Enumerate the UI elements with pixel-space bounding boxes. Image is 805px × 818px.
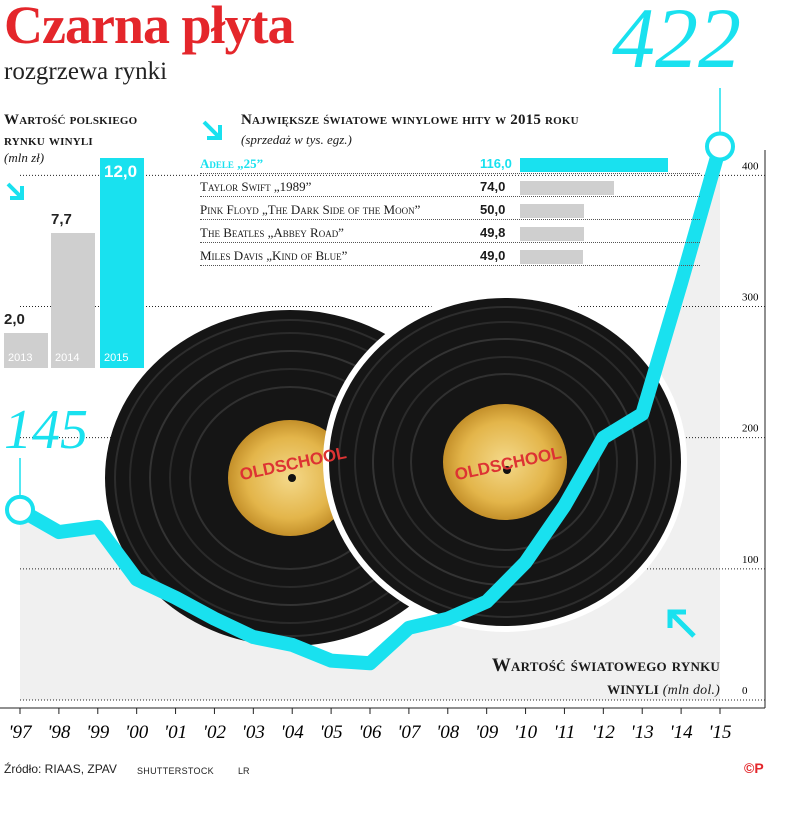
hit-value: 116,0 <box>480 156 512 171</box>
x-tick-label: '02 <box>203 722 227 743</box>
hit-row: Adele „25” 116,0 <box>200 155 700 175</box>
hits-chart-unit: (sprzedaż w tys. egz.) <box>241 132 352 147</box>
arrow-up-left-icon <box>667 609 696 638</box>
pl-bar-value: 12,0 <box>104 162 138 181</box>
pl-bar-year: 2013 <box>8 352 33 364</box>
hit-title: Pink Floyd „The Dark Side of the Moon” <box>200 202 421 217</box>
pl-chart-unit: (mln zł) <box>4 150 45 165</box>
hits-chart-title: Największe światowe winylowe hity w 2015… <box>241 112 579 128</box>
publisher-logo: ©P <box>744 760 764 776</box>
world-chart-title: Wartość światowego rynku winyli (mln dol… <box>470 655 720 702</box>
x-tick-label: '10 <box>514 722 538 743</box>
y-tick-label: 0 <box>742 685 748 697</box>
hit-bar <box>520 250 583 264</box>
source-note: Źródło: RIAAS, ZPAV <box>4 762 117 776</box>
y-tick-label: 200 <box>742 423 759 435</box>
pl-bar <box>51 233 95 368</box>
page-subtitle: rozgrzewa rynki <box>4 58 168 85</box>
x-tick-label: '15 <box>708 722 731 743</box>
hit-title: The Beatles „Abbey Road” <box>200 225 344 240</box>
hit-row: Pink Floyd „The Dark Side of the Moon” 50… <box>200 201 700 221</box>
x-tick-label: '04 <box>281 722 305 743</box>
data-point-marker <box>5 494 35 525</box>
world-end-value: 422 <box>612 0 741 86</box>
pl-bar <box>100 158 144 368</box>
hit-title: Miles Davis „Kind of Blue” <box>200 248 348 263</box>
author-credit: LR <box>238 766 250 776</box>
x-tick-label: '03 <box>242 722 265 743</box>
pl-bar-year: 2014 <box>55 352 80 364</box>
hit-bar <box>520 204 584 218</box>
x-tick-label: '07 <box>397 722 422 743</box>
hit-value: 49,8 <box>480 225 506 240</box>
x-tick-label: '97 <box>8 722 33 743</box>
hit-row: The Beatles „Abbey Road” 49,8 <box>200 224 700 244</box>
page-title: Czarna płyta <box>4 0 294 55</box>
x-tick-label: '00 <box>125 722 149 743</box>
x-tick-label: '14 <box>670 722 694 743</box>
hit-bar <box>520 158 668 172</box>
photo-credit: SHUTTERSTOCK <box>137 766 214 776</box>
vinyl-record-right <box>323 292 687 632</box>
hit-leader <box>200 242 700 243</box>
x-tick-label: '01 <box>164 722 187 743</box>
arrow-down-right-icon <box>6 182 24 200</box>
series-line <box>13 139 727 671</box>
x-tick-label: '98 <box>47 722 71 743</box>
x-tick-label: '08 <box>436 722 460 743</box>
world-title-line: Wartość światowego rynku winyli <box>491 655 720 699</box>
world-unit: (mln dol.) <box>662 683 720 698</box>
hit-bar <box>520 227 584 241</box>
hit-row: Miles Davis „Kind of Blue” 49,0 <box>200 247 700 267</box>
hit-row: Taylor Swift „1989” 74,0 <box>200 178 700 198</box>
hit-title: Taylor Swift „1989” <box>200 179 312 194</box>
hit-leader <box>200 196 700 197</box>
hit-bar <box>520 181 615 195</box>
x-tick-label: '09 <box>475 722 499 743</box>
x-tick-label: '05 <box>320 722 343 743</box>
y-tick-label: 300 <box>742 292 759 304</box>
x-tick-label: '13 <box>631 722 654 743</box>
hit-title: Adele „25” <box>200 156 264 171</box>
pl-bar-value: 2,0 <box>4 311 25 328</box>
pl-bar <box>4 333 48 368</box>
hit-leader <box>200 219 700 220</box>
y-tick-label: 100 <box>742 554 759 566</box>
pl-bar-year: 2015 <box>104 352 129 364</box>
hit-value: 49,0 <box>480 248 506 263</box>
hit-value: 74,0 <box>480 179 506 194</box>
world-start-value: 145 <box>4 399 88 461</box>
hit-leader <box>200 265 700 266</box>
y-tick-label: 400 <box>742 160 759 172</box>
data-point-marker <box>705 131 735 162</box>
pl-bar-value: 7,7 <box>51 211 72 229</box>
hit-leader <box>200 173 700 174</box>
pl-chart-title: Wartość polskiego rynku winyli <box>4 112 138 149</box>
arrow-down-right-icon <box>202 120 222 140</box>
x-tick-label: '12 <box>592 722 616 743</box>
x-tick-label: '99 <box>86 722 110 743</box>
hit-value: 50,0 <box>480 202 506 217</box>
x-tick-label: '11 <box>554 722 576 743</box>
x-tick-label: '06 <box>358 722 382 743</box>
